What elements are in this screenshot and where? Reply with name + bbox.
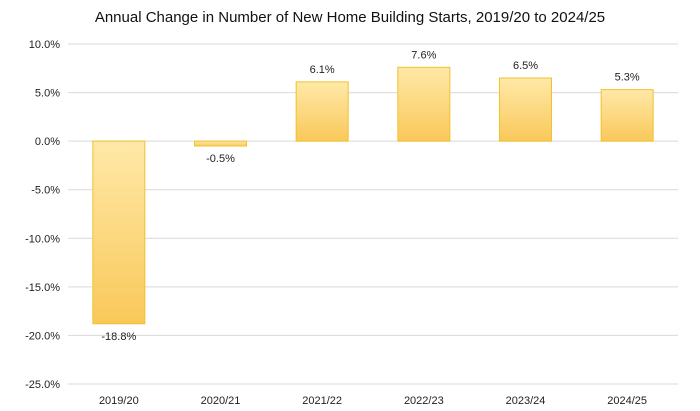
data-labels: -18.8% -0.5% 6.1% 7.6% 6.5% 5.3% — [101, 49, 640, 342]
x-axis: 2019/20 2020/21 2021/22 2022/23 2023/24 2024/… — [99, 395, 647, 407]
gridlines — [68, 43, 678, 385]
y-tick-label: 5.0% — [35, 88, 60, 100]
bar-2019-20 — [92, 140, 146, 325]
bar-2024-25 — [600, 89, 654, 142]
bar-2022-23 — [397, 66, 451, 142]
y-tick-label: -25.0% — [25, 379, 60, 391]
y-tick-label: -15.0% — [25, 282, 60, 294]
bar-2023-24 — [499, 77, 552, 142]
bars — [92, 66, 654, 325]
x-tick-label: 2021/22 — [302, 395, 342, 407]
data-label: -0.5% — [206, 153, 235, 165]
y-tick-label: -20.0% — [25, 330, 60, 342]
data-label: 6.5% — [513, 60, 538, 72]
x-tick-label: 2019/20 — [99, 395, 139, 407]
y-axis: 10.0% 5.0% 0.0% -5.0% -10.0% -15.0% -20.0% -25.… — [25, 39, 60, 391]
bar-2021-22 — [295, 81, 349, 142]
x-tick-label: 2024/25 — [607, 395, 647, 407]
bar-2020-21 — [194, 140, 247, 147]
x-tick-label: 2023/24 — [506, 395, 546, 407]
data-label: -18.8% — [101, 331, 136, 343]
y-tick-label: 10.0% — [29, 39, 60, 51]
y-tick-label: -10.0% — [25, 233, 60, 245]
data-label: 6.1% — [310, 64, 335, 76]
y-tick-label: -5.0% — [31, 185, 60, 197]
x-tick-label: 2020/21 — [201, 395, 241, 407]
data-label: 7.6% — [411, 49, 436, 61]
y-tick-label: 0.0% — [35, 136, 60, 148]
x-tick-label: 2022/23 — [404, 395, 444, 407]
chart-title: Annual Change in Number of New Home Buil… — [95, 9, 605, 26]
data-label: 5.3% — [615, 72, 640, 84]
